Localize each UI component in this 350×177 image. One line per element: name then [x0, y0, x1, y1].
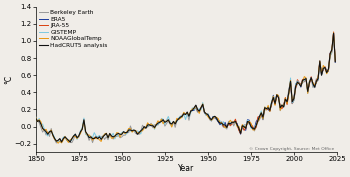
NOAAGlobalTemp — [258, 118, 262, 120]
Berkeley Earth — [288, 82, 293, 84]
ERA5 — [232, 122, 236, 124]
GISTEMP — [232, 122, 236, 124]
Berkeley Earth — [60, 140, 64, 142]
Line: GISTEMP: GISTEMP — [36, 34, 335, 143]
GISTEMP — [140, 128, 145, 130]
HadCRUT5 analysis — [288, 80, 293, 82]
HadCRUT5 analysis — [140, 128, 145, 130]
NOAAGlobalTemp — [56, 142, 60, 144]
JRA-55 — [238, 133, 243, 135]
JRA-55 — [228, 125, 232, 127]
JRA-55 — [219, 123, 224, 125]
X-axis label: Year: Year — [178, 164, 195, 173]
Text: © Crown Copyright, Source: Met Office: © Crown Copyright, Source: Met Office — [249, 147, 334, 151]
ERA5 — [238, 133, 243, 135]
HadCRUT5 analysis — [333, 60, 337, 62]
ERA5 — [189, 110, 193, 112]
Berkeley Earth — [121, 134, 126, 136]
GISTEMP — [58, 140, 62, 142]
GISTEMP — [121, 131, 126, 133]
Berkeley Earth — [54, 142, 58, 144]
NOAAGlobalTemp — [333, 60, 337, 62]
JRA-55 — [233, 118, 238, 120]
HadCRUT5 analysis — [121, 131, 126, 133]
HadCRUT5 analysis — [58, 138, 62, 140]
NOAAGlobalTemp — [331, 32, 336, 34]
JRA-55 — [268, 110, 272, 112]
ERA5 — [326, 70, 330, 72]
HadCRUT5 analysis — [258, 115, 262, 117]
GISTEMP — [60, 142, 64, 144]
ERA5 — [213, 116, 217, 118]
Berkeley Earth — [232, 125, 236, 127]
ERA5 — [333, 61, 337, 64]
Y-axis label: °C: °C — [4, 75, 13, 84]
ERA5 — [262, 106, 267, 109]
Line: JRA-55: JRA-55 — [222, 32, 335, 134]
ERA5 — [240, 125, 244, 127]
ERA5 — [233, 120, 238, 122]
HadCRUT5 analysis — [34, 117, 38, 119]
NOAAGlobalTemp — [288, 79, 293, 81]
JRA-55 — [307, 83, 312, 85]
GISTEMP — [288, 77, 293, 79]
JRA-55 — [331, 31, 336, 33]
GISTEMP — [331, 33, 336, 35]
NOAAGlobalTemp — [232, 121, 236, 123]
NOAAGlobalTemp — [121, 131, 126, 133]
Berkeley Earth — [333, 61, 337, 64]
Line: HadCRUT5 analysis: HadCRUT5 analysis — [36, 33, 335, 142]
NOAAGlobalTemp — [34, 116, 38, 118]
GISTEMP — [333, 61, 337, 63]
Line: ERA5: ERA5 — [191, 33, 335, 134]
GISTEMP — [34, 116, 38, 118]
HadCRUT5 analysis — [232, 121, 236, 123]
Berkeley Earth — [140, 124, 145, 126]
Legend: Berkeley Earth, ERA5, JRA-55, GISTEMP, NOAAGlobalTemp, HadCRUT5 analysis: Berkeley Earth, ERA5, JRA-55, GISTEMP, N… — [38, 10, 108, 48]
Berkeley Earth — [258, 119, 262, 121]
Line: Berkeley Earth: Berkeley Earth — [36, 35, 335, 143]
NOAAGlobalTemp — [60, 142, 64, 144]
JRA-55 — [333, 61, 337, 63]
Berkeley Earth — [34, 119, 38, 121]
JRA-55 — [324, 71, 329, 73]
ERA5 — [331, 32, 336, 34]
HadCRUT5 analysis — [60, 141, 64, 143]
JRA-55 — [273, 103, 277, 105]
HadCRUT5 analysis — [331, 32, 336, 34]
NOAAGlobalTemp — [140, 130, 145, 132]
GISTEMP — [258, 115, 262, 117]
Berkeley Earth — [331, 34, 336, 36]
Line: NOAAGlobalTemp: NOAAGlobalTemp — [36, 33, 335, 143]
